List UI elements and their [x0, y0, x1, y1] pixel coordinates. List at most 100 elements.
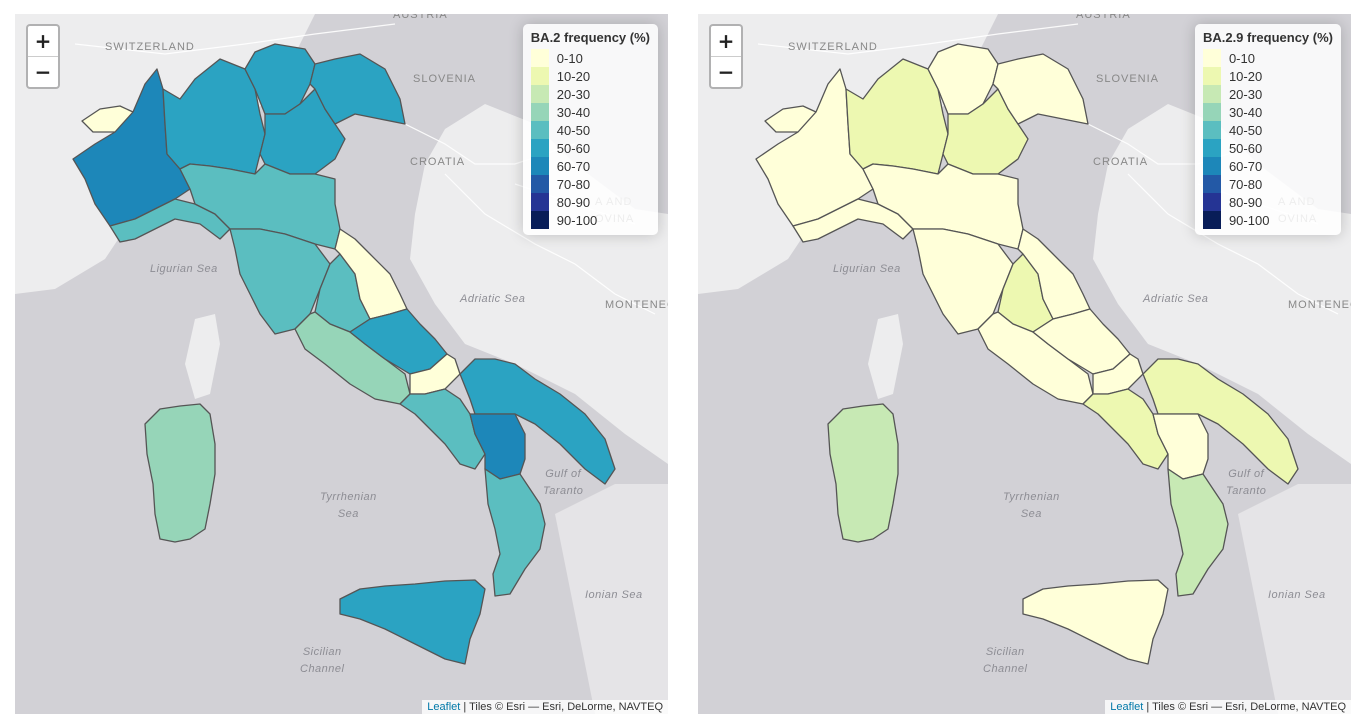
legend-swatch [530, 157, 549, 175]
legend-item: 40-50 [530, 121, 650, 139]
label-slovenia: SLOVENIA [413, 73, 477, 85]
legend-swatch [1202, 103, 1221, 121]
legend-title: BA.2 frequency (%) [530, 30, 650, 45]
legend-swatch [1202, 139, 1221, 157]
legend-label: 50-60 [556, 140, 591, 156]
label-austria: AUSTRIA [393, 14, 448, 21]
legend-item: 50-60 [1202, 139, 1333, 157]
legend-label: 70-80 [556, 176, 591, 192]
legend-label: 80-90 [556, 194, 591, 210]
region-lazio[interactable] [294, 311, 411, 405]
legend-label: 30-40 [556, 104, 591, 120]
leaflet-link[interactable]: Leaflet [1110, 701, 1144, 713]
basemap [698, 14, 1351, 714]
label-adriatic-sea: Adriatic Sea [1143, 293, 1209, 305]
legend-label: 10-20 [1228, 68, 1263, 84]
legend-item: 30-40 [1202, 103, 1333, 121]
region-liguria[interactable] [792, 198, 914, 243]
corsica-shape [185, 314, 220, 399]
legend-swatch [530, 67, 549, 85]
legend-swatch [530, 175, 549, 193]
legend-item: 90-100 [1202, 211, 1333, 229]
legend-item: 30-40 [530, 103, 650, 121]
legend-item: 60-70 [1202, 157, 1333, 175]
legend: BA.2.9 frequency (%) 0-10 10-20 20-30 30-40… [1194, 24, 1341, 235]
legend-item: 80-90 [1202, 193, 1333, 211]
legend-item: 50-60 [530, 139, 650, 157]
region-veneto[interactable] [942, 88, 1029, 175]
legend-label: 30-40 [1228, 104, 1263, 120]
label-montenegro: MONTENEG [1288, 299, 1351, 311]
legend-swatch [530, 211, 549, 229]
legend-swatch [530, 193, 549, 211]
basemap [15, 14, 668, 714]
legend: BA.2 frequency (%) 0-10 10-20 20-30 30-40 40… [522, 24, 658, 235]
region-friuli[interactable] [992, 53, 1089, 125]
legend-item: 40-50 [1202, 121, 1333, 139]
label-adriatic-sea: Adriatic Sea [460, 293, 526, 305]
zoom-control: + − [709, 24, 743, 89]
region-sardegna[interactable] [144, 403, 216, 543]
region-lazio[interactable] [977, 311, 1094, 405]
region-veneto[interactable] [259, 88, 346, 175]
label-slovenia: SLOVENIA [1096, 73, 1160, 85]
legend-swatch [530, 139, 549, 157]
label-ligurian-sea: Ligurian Sea [150, 263, 218, 275]
label-ligurian-sea: Ligurian Sea [833, 263, 901, 275]
label-ionian-sea: Ionian Sea [1268, 589, 1326, 601]
legend-item: 70-80 [530, 175, 650, 193]
label-switzerland: SWITZERLAND [788, 41, 878, 53]
legend-label: 90-100 [1228, 212, 1270, 228]
legend-swatch [1202, 67, 1221, 85]
legend-item: 70-80 [1202, 175, 1333, 193]
zoom-out-button[interactable]: − [711, 56, 741, 87]
legend-item: 10-20 [1202, 67, 1333, 85]
label-montenegro: MONTENEG [605, 299, 668, 311]
zoom-in-button[interactable]: + [34, 29, 52, 53]
label-gulf-of-taranto: Gulf of Taranto [1226, 468, 1267, 497]
legend-swatch [1202, 121, 1221, 139]
legend-label: 20-30 [556, 86, 591, 102]
map-panel-2[interactable]: AUSTRIA SWITZERLAND SLOVENIA CROATIA A A… [698, 14, 1351, 714]
region-liguria[interactable] [109, 198, 231, 243]
legend-label: 0-10 [1228, 50, 1255, 66]
legend-item: 0-10 [530, 49, 650, 67]
region-sardegna[interactable] [827, 403, 899, 543]
legend-swatch [530, 85, 549, 103]
attribution: Leaflet | Tiles © Esri — Esri, DeLorme, … [1105, 700, 1351, 714]
legend-label: 60-70 [556, 158, 591, 174]
legend-item: 90-100 [530, 211, 650, 229]
region-sicilia[interactable] [1022, 579, 1169, 665]
attribution: Leaflet | Tiles © Esri — Esri, DeLorme, … [422, 700, 668, 714]
leaflet-link[interactable]: Leaflet [427, 701, 461, 713]
zoom-out-button[interactable]: − [28, 56, 58, 87]
label-ionian-sea: Ionian Sea [585, 589, 643, 601]
label-tyrrhenian-sea: Tyrrhenian Sea [1003, 491, 1060, 520]
legend-title: BA.2.9 frequency (%) [1202, 30, 1333, 45]
legend-item: 0-10 [1202, 49, 1333, 67]
legend-label: 0-10 [556, 50, 583, 66]
legend-swatch [1202, 193, 1221, 211]
legend-label: 20-30 [1228, 86, 1263, 102]
legend-label: 70-80 [1228, 176, 1263, 192]
label-sicilian-channel: Sicilian Channel [300, 646, 345, 675]
legend-swatch [530, 49, 549, 67]
corsica-shape [868, 314, 903, 399]
legend-item: 10-20 [530, 67, 650, 85]
map-panel-1[interactable]: AUSTRIA SWITZERLAND SLOVENIA CROATIA A A… [15, 14, 668, 714]
region-friuli[interactable] [309, 53, 406, 125]
legend-label: 10-20 [556, 68, 591, 84]
legend-swatch [1202, 85, 1221, 103]
legend-swatch [530, 103, 549, 121]
label-sicilian-channel: Sicilian Channel [983, 646, 1028, 675]
legend-item: 80-90 [530, 193, 650, 211]
legend-item: 20-30 [1202, 85, 1333, 103]
legend-label: 80-90 [1228, 194, 1263, 210]
region-calabria[interactable] [1167, 468, 1229, 597]
region-sicilia[interactable] [339, 579, 486, 665]
legend-rows: 0-10 10-20 20-30 30-40 40-50 50-60 60-70 70-80 8… [530, 49, 650, 229]
region-calabria[interactable] [484, 468, 546, 597]
legend-swatch [1202, 157, 1221, 175]
zoom-in-button[interactable]: + [717, 29, 735, 53]
legend-label: 90-100 [556, 212, 598, 228]
